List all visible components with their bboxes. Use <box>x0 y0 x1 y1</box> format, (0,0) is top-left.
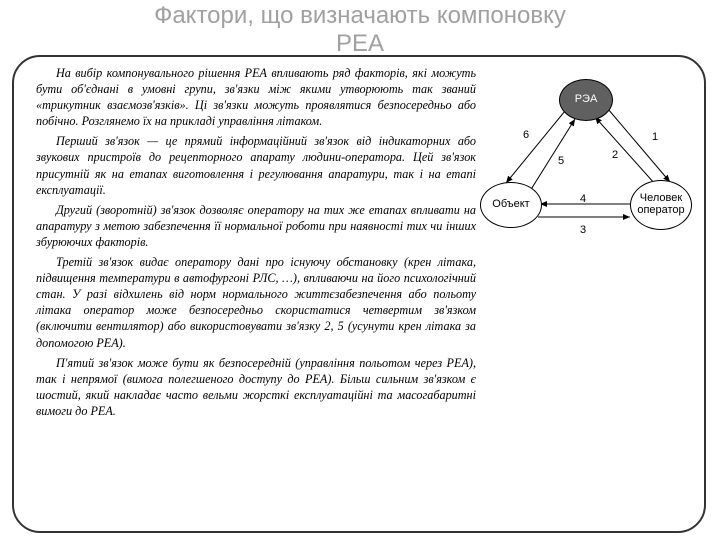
paragraph: Перший зв'язок — це прямий інформаційний… <box>36 133 476 197</box>
node-operator: Человек оператор <box>630 180 692 230</box>
title-line1: Фактори, що визначають компоновку <box>154 2 566 29</box>
triangle-diagram: РЭА Объект Человек оператор 1 2 3 4 5 6 <box>480 69 690 269</box>
edge-label-1: 1 <box>652 131 658 143</box>
edge-2 <box>595 117 655 184</box>
paragraph: На вибір компонувального рішення РЕА впл… <box>36 65 476 129</box>
edge-label-6: 6 <box>523 129 529 141</box>
title-line2: РЕА <box>336 30 384 57</box>
paragraph: П'ятий зв'язок може бути як безпосередні… <box>36 355 476 419</box>
node-object: Объект <box>480 182 542 228</box>
edge-label-5: 5 <box>558 155 564 167</box>
edge-6 <box>506 111 565 183</box>
node-rea: РЭА <box>559 79 613 121</box>
edge-label-3: 3 <box>580 224 586 236</box>
paragraph: Третій зв'язок видає оператору дані про … <box>36 254 476 351</box>
edge-1 <box>608 109 670 182</box>
edge-label-4: 4 <box>580 193 586 205</box>
text-column: На вибір компонувального рішення РЕА впл… <box>36 65 476 423</box>
content-card: На вибір компонувального рішення РЕА впл… <box>12 55 706 533</box>
page-title: Фактори, що визначають компоновку РЕА <box>0 2 720 57</box>
edge-label-2: 2 <box>612 149 618 161</box>
edge-5 <box>530 119 575 191</box>
paragraph: Другий (зворотній) зв'язок дозволяє опер… <box>36 202 476 250</box>
